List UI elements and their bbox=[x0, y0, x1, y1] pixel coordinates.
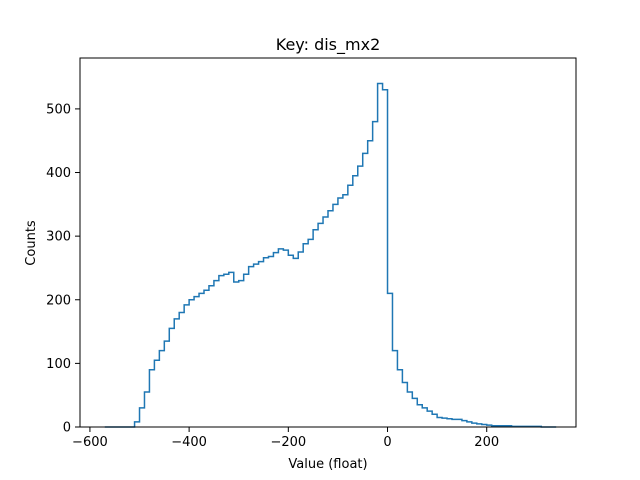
chart-title: Key: dis_mx2 bbox=[276, 35, 381, 55]
x-tick-label: −200 bbox=[270, 435, 306, 450]
y-tick-label: 0 bbox=[63, 421, 71, 436]
y-tick-label: 500 bbox=[46, 102, 71, 117]
x-tick-label: 200 bbox=[474, 435, 499, 450]
plot-area bbox=[104, 82, 557, 428]
y-axis-label: Counts bbox=[24, 220, 39, 266]
y-tick-label: 300 bbox=[46, 230, 71, 245]
x-tick-label: −600 bbox=[72, 435, 108, 450]
y-axis: 0 100 200 300 400 500 bbox=[46, 102, 80, 436]
x-tick-label: 0 bbox=[383, 435, 391, 450]
x-axis-label: Value (float) bbox=[288, 457, 367, 472]
y-tick-label: 400 bbox=[46, 166, 71, 181]
histogram-step-line bbox=[104, 82, 557, 428]
y-tick-label: 100 bbox=[46, 357, 71, 372]
x-tick-label: −400 bbox=[171, 435, 207, 450]
plot-frame bbox=[79, 57, 577, 428]
y-tick-label: 200 bbox=[46, 293, 71, 308]
x-axis: −600 −400 −200 0 200 bbox=[72, 427, 499, 450]
